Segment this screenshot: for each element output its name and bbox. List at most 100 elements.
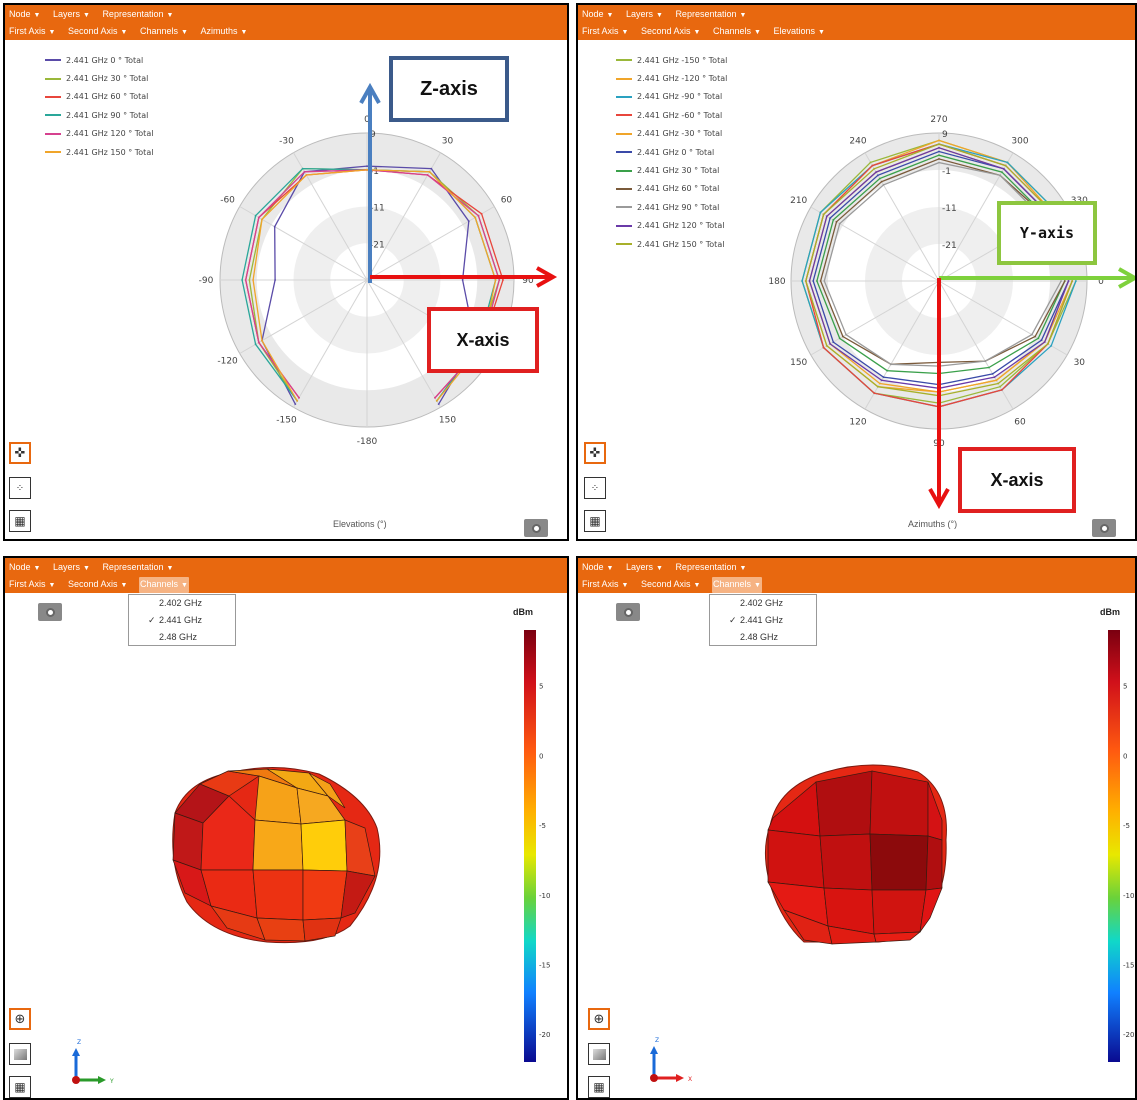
triad-z-head — [650, 1046, 658, 1054]
channel-option[interactable]: 2.48 GHz — [159, 632, 198, 642]
menu-channels[interactable]: Channels ▼ — [711, 577, 762, 593]
toolbar: Node ▼ Layers ▼ Representation ▼ First Axis… — [578, 558, 1135, 593]
legend-item[interactable]: 2.441 GHz 120 ° Total — [616, 217, 727, 235]
polar-view-button[interactable]: ✜ — [584, 442, 606, 464]
3d-view-button[interactable]: ⊕ — [588, 1008, 610, 1030]
menu-second-axis[interactable]: Second Axis ▼ — [640, 579, 701, 589]
menu-second-axis[interactable]: Second Axis ▼ — [67, 579, 128, 589]
menu-layers[interactable]: Layers ▼ — [52, 562, 90, 572]
data-point — [845, 333, 847, 336]
surface-patch — [919, 887, 943, 933]
scatter-view-button[interactable]: ⁘ — [9, 477, 31, 499]
legend-label: 2.441 GHz 150 ° Total — [66, 147, 154, 157]
data-point — [835, 220, 838, 223]
scatter-view-button[interactable]: ⁘ — [584, 477, 606, 499]
channel-option-selected[interactable]: ✓ 2.441 GHz — [129, 612, 235, 629]
menu-representation[interactable]: Representation ▼ — [675, 9, 747, 19]
menu-second-axis[interactable]: Second Axis ▼ — [640, 26, 701, 36]
menu-channels[interactable]: Channels ▼ — [139, 26, 188, 36]
legend-item[interactable]: 2.441 GHz 150 ° Total — [45, 143, 153, 161]
menu-representation[interactable]: Representation ▼ — [102, 9, 174, 19]
legend-item[interactable]: 2.441 GHz 30 ° Total — [616, 161, 727, 179]
channel-option[interactable]: 2.402 GHz — [159, 598, 203, 608]
data-point — [875, 171, 877, 174]
legend-item[interactable]: 2.441 GHz 90 ° Total — [45, 106, 153, 124]
menu-elevations[interactable]: Elevations ▼ — [773, 26, 825, 36]
legend-item[interactable]: 2.441 GHz -120 ° Total — [616, 69, 727, 87]
legend-label: 2.441 GHz -90 ° Total — [637, 92, 723, 102]
menu-channels[interactable]: Channels ▼ — [712, 26, 761, 36]
legend-item[interactable]: 2.441 GHz 0 ° Total — [45, 51, 153, 69]
legend-item[interactable]: 2.441 GHz 60 ° Total — [616, 180, 727, 198]
legend-item[interactable]: 2.441 GHz 90 ° Total — [616, 198, 727, 216]
surface-patch — [869, 770, 929, 837]
data-point — [890, 363, 892, 366]
legend-swatch — [45, 95, 61, 98]
gear-icon — [1099, 523, 1109, 533]
menu-representation[interactable]: Representation ▼ — [102, 562, 174, 572]
channel-option[interactable]: 2.402 GHz — [740, 598, 784, 608]
menu-first-axis[interactable]: First Axis ▼ — [582, 26, 629, 36]
3d-view-button[interactable]: ⊕ — [9, 1008, 31, 1030]
data-point — [257, 341, 260, 344]
polar-spoke — [938, 280, 1014, 410]
legend-item[interactable]: 2.441 GHz 60 ° Total — [45, 88, 153, 106]
data-point — [816, 280, 818, 282]
legend-swatch — [45, 151, 61, 154]
polar-view-button[interactable]: ✜ — [9, 442, 31, 464]
legend-item[interactable]: 2.441 GHz -150 ° Total — [616, 51, 727, 69]
menu-first-axis[interactable]: First Axis ▼ — [9, 26, 56, 36]
shaded-view-button[interactable] — [588, 1043, 610, 1065]
data-point — [254, 343, 257, 346]
data-point — [882, 376, 885, 378]
x-axis-callout: X-axis — [958, 447, 1076, 513]
legend-item[interactable]: 2.441 GHz 0 ° Total — [616, 143, 727, 161]
menu-layers[interactable]: Layers ▼ — [625, 562, 663, 572]
menu-node[interactable]: Node ▼ — [9, 9, 41, 19]
legend-item[interactable]: 2.441 GHz -90 ° Total — [616, 88, 727, 106]
menu-azimuths[interactable]: Azimuths ▼ — [200, 26, 248, 36]
legend-item[interactable]: 2.441 GHz -30 ° Total — [616, 125, 727, 143]
data-point — [801, 280, 803, 282]
settings-button[interactable] — [38, 603, 62, 621]
3d-pattern-panel-left: Node ▼ Layers ▼ Representation ▼ First Axis… — [3, 556, 569, 1100]
colorbar-unit: dBm — [513, 607, 533, 617]
menu-representation[interactable]: Representation ▼ — [675, 562, 747, 572]
data-point — [842, 335, 844, 338]
menu-layers[interactable]: Layers ▼ — [625, 9, 663, 19]
legend-item[interactable]: 2.441 GHz 30 ° Total — [45, 69, 153, 87]
settings-button[interactable] — [1092, 519, 1116, 537]
table-view-button[interactable]: ▦ — [584, 510, 606, 532]
polar-spoke — [810, 206, 940, 282]
settings-button[interactable] — [616, 603, 640, 621]
data-point — [877, 385, 879, 388]
data-point — [1040, 339, 1043, 342]
settings-button[interactable] — [524, 519, 548, 537]
surface-patch — [873, 931, 922, 943]
menu-channels[interactable]: Channels ▼ — [138, 577, 189, 593]
legend-item[interactable]: 2.441 GHz 150 ° Total — [616, 235, 727, 253]
shaded-view-button[interactable] — [9, 1043, 31, 1065]
channel-option-selected[interactable]: ✓ 2.441 GHz — [710, 612, 816, 629]
colorbar-tick-label: -5 — [1123, 822, 1130, 830]
menu-second-axis[interactable]: Second Axis ▼ — [67, 26, 128, 36]
menu-layers[interactable]: Layers ▼ — [52, 9, 90, 19]
data-point — [434, 396, 436, 399]
toolbar: Node ▼ Layers ▼ Representation ▼ First Axis… — [578, 5, 1135, 40]
menu-node[interactable]: Node ▼ — [9, 562, 41, 572]
table-view-button[interactable]: ▦ — [588, 1076, 610, 1098]
legend-item[interactable]: 2.441 GHz 120 ° Total — [45, 125, 153, 143]
polar-spoke — [864, 280, 940, 410]
menu-first-axis[interactable]: First Axis ▼ — [9, 579, 56, 589]
menu-node[interactable]: Node ▼ — [582, 562, 614, 572]
menu-first-axis[interactable]: First Axis ▼ — [582, 579, 629, 589]
table-view-button[interactable]: ▦ — [9, 1076, 31, 1098]
menu-node[interactable]: Node ▼ — [582, 9, 614, 19]
data-point — [498, 279, 501, 281]
channel-option[interactable]: 2.48 GHz — [740, 632, 779, 642]
table-view-button[interactable]: ▦ — [9, 510, 31, 532]
data-point — [991, 373, 994, 375]
3d-radiation-pattern: 5 0 -5 -10 -15 -20 Z Y — [72, 630, 550, 1085]
legend-swatch — [616, 224, 632, 227]
legend-item[interactable]: 2.441 GHz -60 ° Total — [616, 106, 727, 124]
